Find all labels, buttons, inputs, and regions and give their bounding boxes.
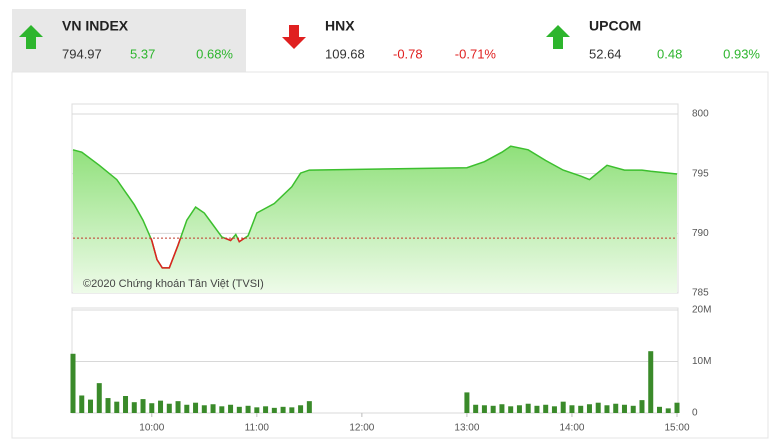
volume-bar [516,405,522,413]
volume-bar [525,403,531,413]
index-name: UPCOM [589,18,641,34]
volume-bar [621,404,627,413]
volume-bar [70,353,76,413]
volume-bar [604,405,610,413]
volume-bar [551,406,557,413]
x-tick-label: 13:00 [454,423,479,434]
volume-bar [254,407,260,413]
direction-arrow [282,25,306,49]
volume-bar [289,407,295,413]
volume-bar [219,406,225,413]
volume-plot-frame [71,307,679,414]
volume-bar [481,405,487,413]
volume-bar [114,401,120,413]
volume-bar [560,401,566,413]
volume-bar [193,402,199,413]
direction-arrow [19,25,43,49]
index-name: HNX [325,18,355,34]
volume-bar [543,404,549,413]
volume-bar [613,403,619,413]
x-tick-label: 10:00 [139,423,164,434]
index-percent: -0.71% [455,46,497,61]
volume-bar [131,402,137,413]
volume-bar [88,399,94,413]
y-tick-label: 785 [692,288,709,299]
price-line-below-reference [149,238,246,269]
index-change: -0.78 [393,46,423,61]
volume-bar [534,405,540,413]
volume-bar [473,404,479,413]
index-change: 5.37 [130,46,155,61]
price-area [73,146,677,293]
volume-bar [96,383,102,413]
volume-bar [271,407,277,413]
volume-bar [578,405,584,413]
y-tick-label: 10M [692,356,711,367]
x-tick-label: 15:00 [664,423,689,434]
volume-bar [595,402,601,413]
volume-bar [236,406,242,413]
y-tick-label: 0 [692,408,698,419]
volume-bar [210,404,216,413]
volume-bar [166,403,172,413]
y-tick-label: 790 [692,228,709,239]
index-change: 0.48 [657,46,682,61]
volume-bar [158,400,164,413]
volume-bar [648,351,654,413]
volume-bar [263,406,269,413]
y-tick-label: 20M [692,305,711,316]
volume-bar [298,405,304,413]
index-percent: 0.93% [723,46,760,61]
index-name: VN INDEX [62,18,129,34]
index-value: 109.68 [325,46,365,61]
volume-bar [499,404,505,413]
x-tick-label: 11:00 [245,423,270,434]
volume-bar [464,392,470,413]
volume-bar [569,405,575,413]
volume-bar [665,408,671,413]
index-percent: 0.68% [196,46,233,61]
volume-bar [508,406,514,413]
volume-bar [201,405,207,413]
active-tile-bg [12,9,246,72]
volume-bar [674,402,680,413]
volume-bar [184,404,190,413]
volume-bar [586,404,592,413]
y-tick-label: 795 [692,168,709,179]
volume-bar [105,398,111,413]
volume-bar [306,401,312,413]
x-tick-label: 12:00 [349,423,374,434]
volume-bar [280,406,286,413]
watermark: ©2020 Chứng khoán Tân Việt (TVSI) [83,278,264,290]
volume-bar [490,405,496,413]
volume-bar [140,399,146,413]
volume-bar [630,405,636,413]
volume-bar [656,406,662,413]
index-value: 794.97 [62,46,102,61]
volume-bar [245,405,251,413]
volume-bar [639,400,645,413]
x-tick-label: 14:00 [559,423,584,434]
volume-bar [79,395,85,413]
volume-bar [149,403,155,413]
panel-border [11,71,769,439]
y-tick-label: 800 [692,109,709,120]
volume-bar [175,401,181,413]
volume-bar [123,396,129,413]
volume-bar [228,404,234,413]
index-value: 52.64 [589,46,622,61]
direction-arrow [546,25,570,49]
